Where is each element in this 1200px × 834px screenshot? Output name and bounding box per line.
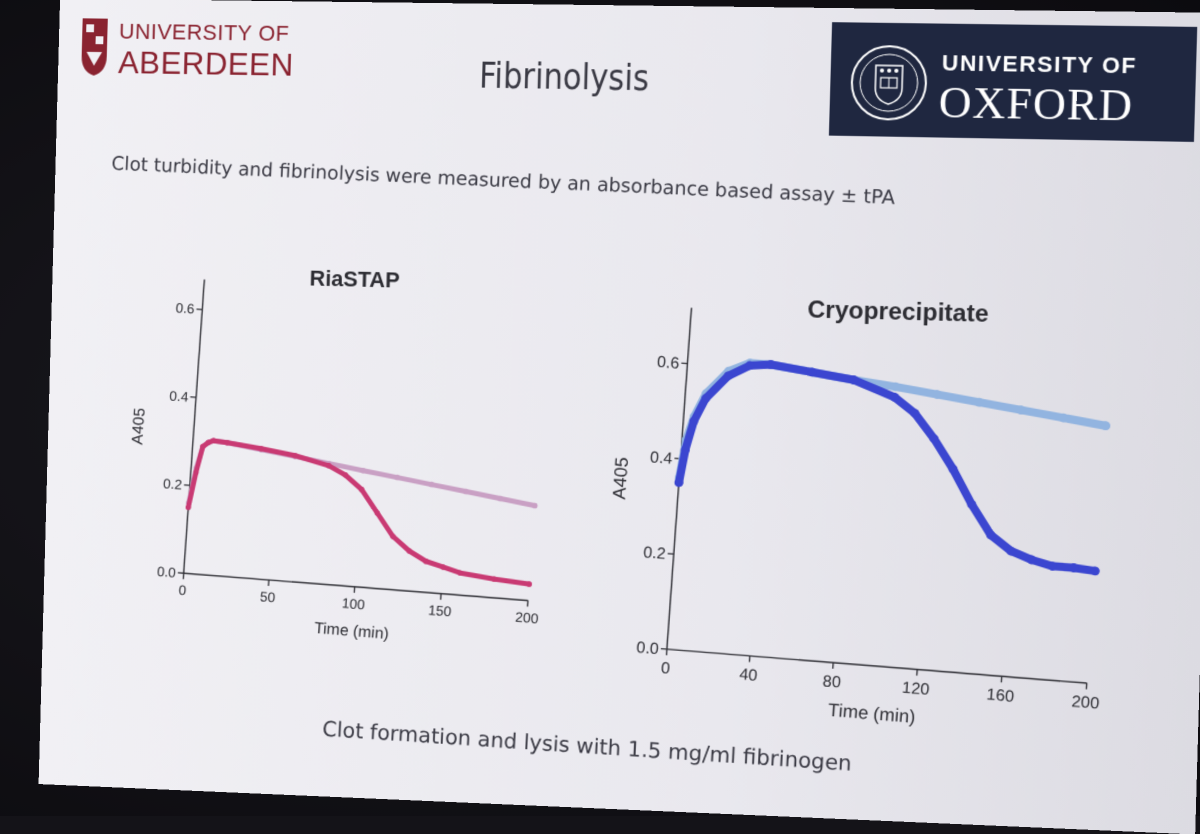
- oxford-logo: UNIVERSITY OF OXFORD: [829, 22, 1197, 142]
- x-tick-label: 0: [178, 582, 187, 599]
- oxford-logo-line2: OXFORD: [938, 76, 1134, 131]
- chart-plot-group: 0 40 80 120 160 200 0.0 0.2 0.4 0.6 Time (min) A405: [594, 303, 1126, 742]
- x-tick-label: 120: [901, 679, 930, 699]
- y-tick-label: 0.2: [163, 475, 183, 492]
- series-line-1: [679, 359, 1108, 509]
- slide-title: Fibrinolysis: [479, 56, 650, 100]
- series-line-2: [675, 359, 1109, 571]
- x-tick-label: 0: [660, 660, 670, 678]
- x-tick-label: 160: [986, 686, 1015, 706]
- y-tick-label: 0.4: [649, 449, 673, 468]
- y-tick-label: 0.2: [643, 544, 667, 563]
- presentation-slide: UNIVERSITY OF ABERDEEN Fibrinolysis UNIV…: [39, 0, 1200, 834]
- series-line-1: [189, 439, 538, 529]
- y-tick-label: 0.6: [175, 299, 195, 316]
- x-tick-label: 50: [260, 588, 277, 605]
- cryoprecipitate-chart: 0 40 80 120 160 200 0.0 0.2 0.4 0.6 Time (min) A405…: [550, 281, 1137, 786]
- x-axis-line: [667, 649, 1087, 683]
- x-tick-label: 200: [515, 608, 540, 626]
- oxford-logo-line1: UNIVERSITY OF: [942, 50, 1138, 79]
- projection-background: UNIVERSITY OF ABERDEEN Fibrinolysis UNIV…: [0, 0, 1200, 816]
- x-axis-label: Time (min): [827, 700, 916, 728]
- aberdeen-logo: UNIVERSITY OF ABERDEEN: [79, 12, 315, 85]
- y-tick-label: 0.0: [636, 639, 660, 658]
- y-axis-label: A405: [129, 407, 148, 445]
- oxford-crest-icon: [848, 43, 930, 123]
- x-tick-label: 100: [341, 595, 365, 613]
- x-tick-label: 150: [428, 602, 453, 620]
- chart-title: Cryoprecipitate: [807, 296, 989, 328]
- series-line-2: [185, 439, 538, 584]
- aberdeen-crest-icon: [79, 16, 110, 77]
- aberdeen-logo-line1: UNIVERSITY OF: [119, 19, 290, 47]
- slide-subtitle: Clot turbidity and fibrinolysis were mea…: [111, 153, 896, 209]
- y-tick-label: 0.4: [169, 387, 189, 404]
- y-axis-label: A405: [609, 456, 632, 500]
- chart-title: RiaSTAP: [309, 265, 400, 292]
- x-tick-label: 200: [1071, 693, 1100, 713]
- x-tick-label: 40: [739, 666, 758, 685]
- x-tick-label: 80: [822, 673, 842, 692]
- x-axis-label: Time (min): [314, 620, 390, 643]
- aberdeen-logo-line2: ABERDEEN: [118, 44, 294, 83]
- y-axis-line: [184, 280, 205, 574]
- riastap-chart: 0 50 100 150 200 0.0 0.2 0.4 0.6 Time (min) A405 Ri…: [80, 243, 564, 694]
- chart-plot-group: 0 50 100 150 200 0.0 0.2 0.4 0.6 Time (min) A405: [117, 275, 561, 655]
- y-tick-label: 0.6: [656, 354, 680, 373]
- y-tick-label: 0.0: [156, 563, 176, 580]
